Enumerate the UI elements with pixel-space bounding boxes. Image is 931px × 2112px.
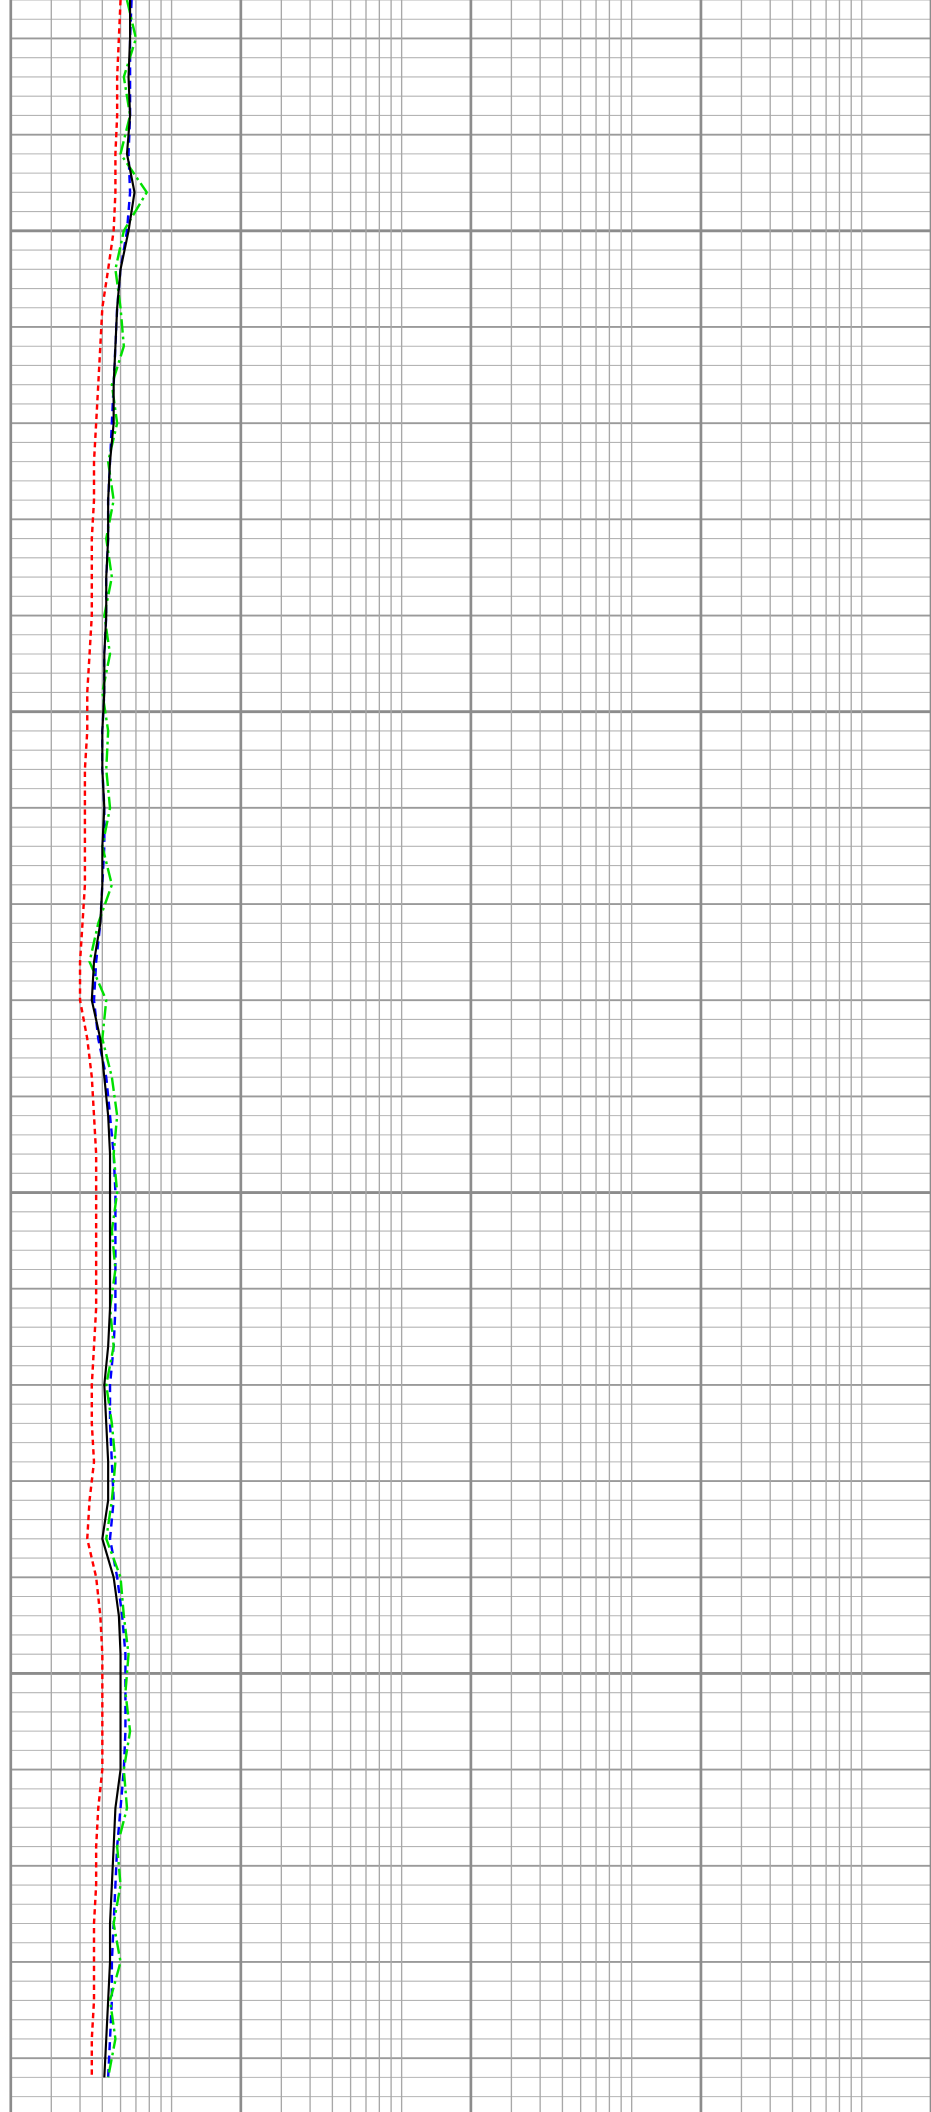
log-curve: [92, 0, 133, 2078]
log-curve: [90, 0, 136, 2078]
log-curve: [78, 0, 122, 2078]
log-curve: [88, 0, 148, 2078]
